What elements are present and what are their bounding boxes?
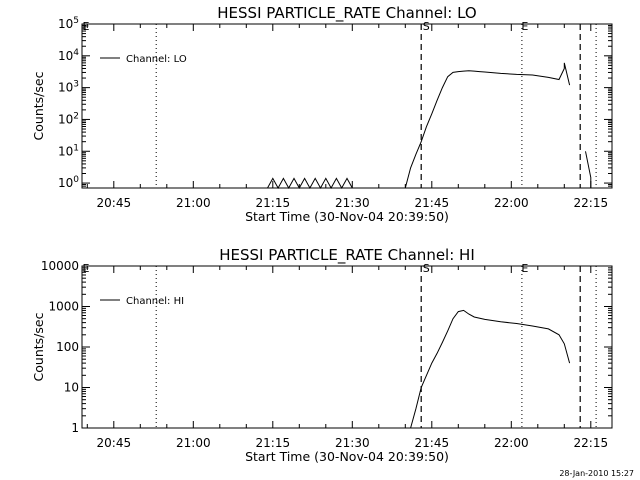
legend-label: Channel: HI (126, 296, 184, 307)
series-line (404, 62, 571, 189)
timestamp-stamp: 28-Jan-2010 15:27 (559, 469, 634, 478)
x-axis-label: Start Time (30-Nov-04 20:39:50) (245, 449, 449, 464)
y-tick-label: 100 (56, 340, 79, 354)
x-tick-label: 22:15 (574, 196, 609, 210)
plot-frame (81, 265, 613, 429)
marker-label-s: S (423, 20, 430, 33)
axis-start-label-e: E (83, 20, 90, 33)
x-tick-label: 21:00 (176, 436, 211, 450)
series-line (410, 309, 571, 429)
x-tick-label: 21:00 (176, 196, 211, 210)
marker-label-s: S (423, 262, 430, 275)
y-tick-label: 104 (58, 48, 79, 63)
marker-label-e: E (521, 262, 528, 275)
y-tick-label: 1000 (48, 300, 79, 314)
axis-start-label-e: E (83, 262, 90, 275)
x-tick-label: 21:30 (335, 436, 370, 450)
y-tick-label: 101 (58, 143, 79, 158)
x-tick-label: 21:15 (256, 196, 291, 210)
y-tick-label: 1 (71, 421, 79, 435)
x-tick-label: 22:00 (494, 436, 529, 450)
x-tick-label: 22:15 (574, 436, 609, 450)
x-tick-label: 21:45 (415, 196, 450, 210)
plot-frame (81, 23, 613, 189)
y-tick-label: 100 (58, 175, 79, 190)
x-tick-label: 21:15 (256, 436, 291, 450)
x-axis-label: Start Time (30-Nov-04 20:39:50) (245, 209, 449, 224)
x-tick-label: 21:45 (415, 436, 450, 450)
marker-label-e: E (521, 20, 528, 33)
x-tick-label: 21:30 (335, 196, 370, 210)
y-tick-label: 10000 (41, 259, 79, 273)
y-tick-label: 102 (58, 111, 79, 126)
legend-label: Channel: LO (126, 54, 187, 65)
series-line (585, 151, 592, 188)
x-tick-label: 22:00 (494, 196, 529, 210)
y-axis-label: Counts/sec (31, 312, 46, 381)
chart-panel-1: HESSI PARTICLE_RATE Channel: LO 20:45 21:0… (31, 4, 613, 224)
chart-title: HESSI PARTICLE_RATE Channel: HI (219, 246, 475, 265)
y-tick-label: 105 (58, 16, 79, 31)
x-tick-label: 20:45 (97, 196, 132, 210)
chart-panel-2: HESSI PARTICLE_RATE Channel: HI 20:45 21:0… (31, 246, 613, 464)
y-tick-label: 10 (64, 381, 79, 395)
y-tick-label: 103 (58, 80, 79, 95)
chart-title: HESSI PARTICLE_RATE Channel: LO (217, 4, 476, 23)
x-tick-label: 20:45 (97, 436, 132, 450)
y-axis-label: Counts/sec (31, 71, 46, 140)
series-line (267, 177, 353, 190)
